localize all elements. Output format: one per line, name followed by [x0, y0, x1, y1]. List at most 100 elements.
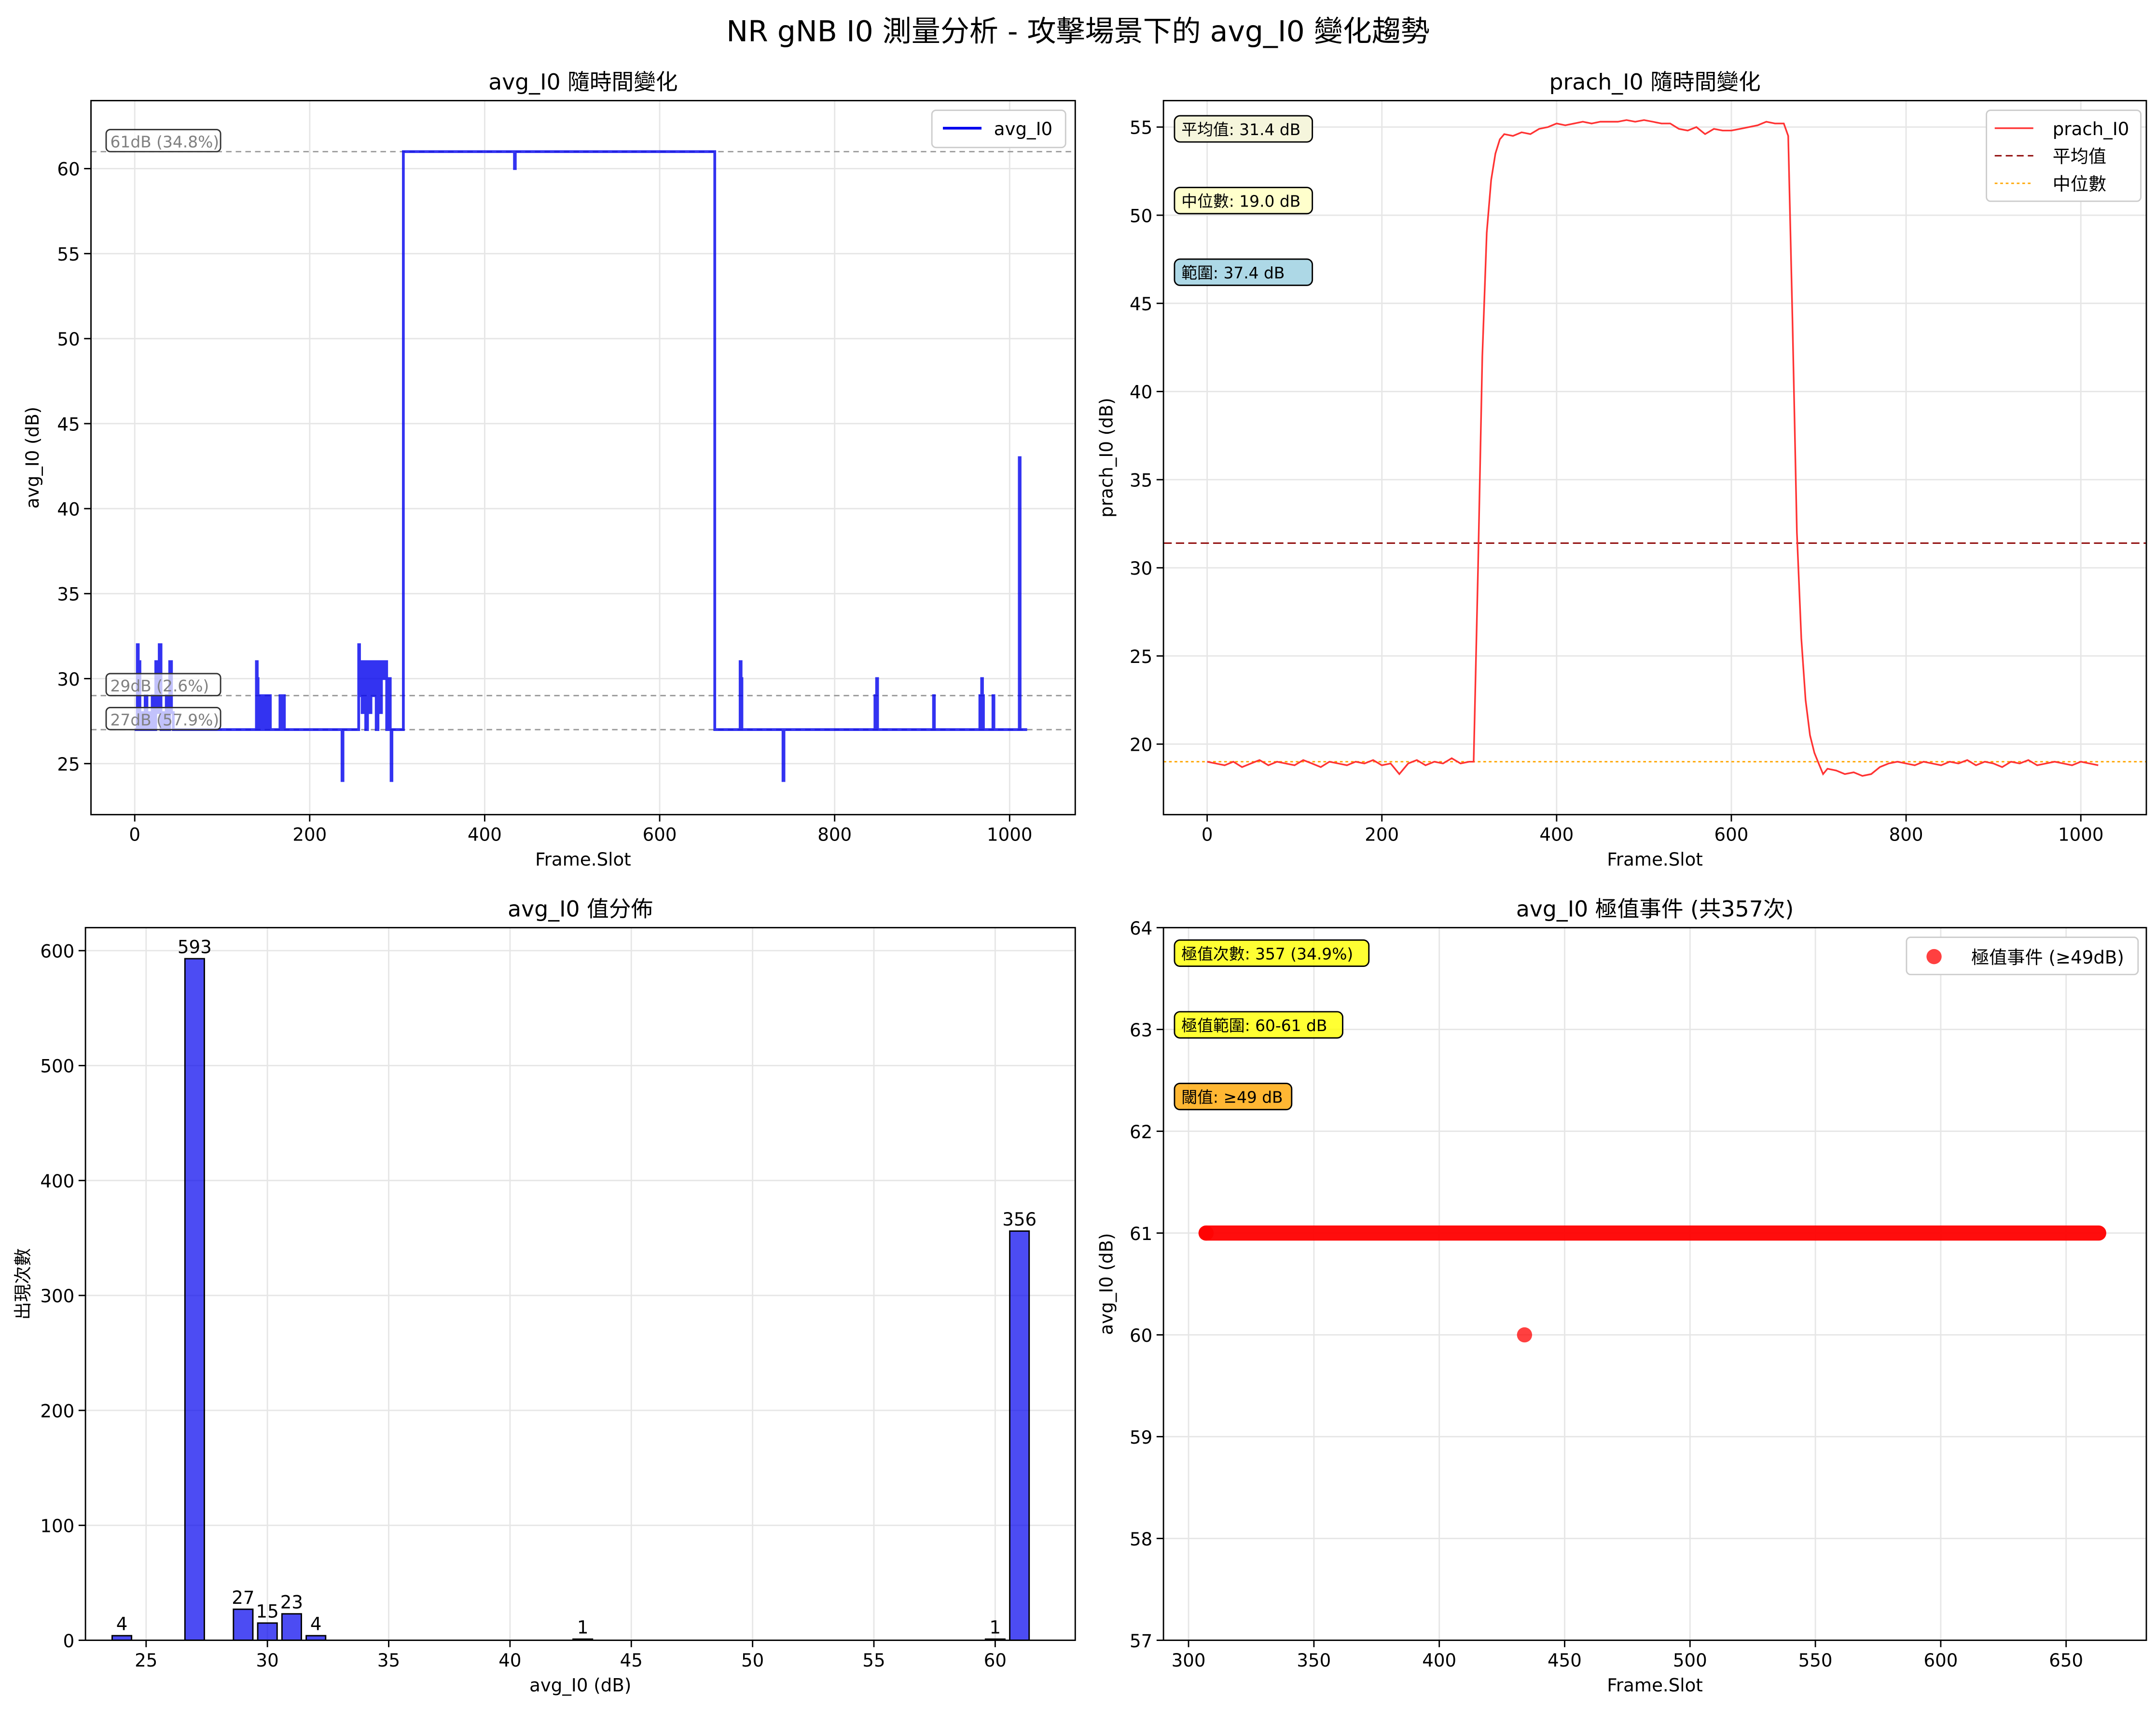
y-tick-label: 300	[40, 1286, 74, 1307]
legend-label: 極值事件 (≥49dB)	[1971, 947, 2124, 968]
x-tick-label: 550	[1798, 1650, 1833, 1671]
legend-label: 平均值	[2053, 146, 2106, 167]
bar-count-label: 1	[990, 1617, 1001, 1638]
reference-label-box	[105, 129, 221, 152]
series-line-avg-i0	[135, 150, 1027, 782]
x-tick-label: 1000	[987, 825, 1032, 845]
y-tick-label: 40	[1130, 382, 1152, 403]
x-tick-label: 800	[817, 825, 852, 845]
x-tick-label: 25	[135, 1650, 157, 1671]
x-tick-label: 300	[1172, 1650, 1206, 1671]
reference-label: 27dB (57.9%)	[111, 711, 220, 730]
legend-box	[931, 110, 1066, 149]
y-tick-label: 35	[57, 584, 80, 605]
y-tick-label: 60	[1130, 1325, 1152, 1346]
y-tick-label: 55	[57, 244, 80, 265]
plot-area	[85, 927, 1076, 1640]
stat-annotation-box	[1174, 1082, 1293, 1111]
panel-title: prach_I0 隨時間變化	[1549, 69, 1760, 95]
plot-area	[1163, 100, 2147, 815]
y-tick-label: 20	[1130, 734, 1152, 755]
reference-label-box	[105, 673, 221, 697]
panel-title: avg_I0 極值事件 (共357次)	[1516, 896, 1794, 922]
y-tick-label: 58	[1130, 1529, 1152, 1550]
stat-annotation-box	[1174, 1011, 1343, 1039]
y-axis-label: prach_I0 (dB)	[1096, 398, 1117, 517]
legend-label: 中位數	[2053, 174, 2106, 194]
histogram-bar	[1009, 1230, 1030, 1641]
panel-prach-i0-time: 0 200 400 600 800 1000 20 25 30 35 40 45 50 55 prach_I…	[1096, 69, 2147, 870]
legend-swatch	[1926, 949, 1942, 965]
x-axis-label: avg_I0 (dB)	[529, 1675, 631, 1695]
x-tick-label: 30	[256, 1650, 279, 1671]
bar-count-label: 356	[1002, 1209, 1037, 1230]
y-axis-label: avg_I0 (dB)	[22, 407, 43, 509]
x-tick-label: 200	[292, 825, 327, 845]
x-tick-label: 55	[862, 1650, 885, 1671]
y-tick-label: 25	[57, 754, 80, 775]
reference-label-box	[105, 707, 221, 730]
reference-label: 61dB (34.8%)	[111, 133, 220, 152]
y-tick-label: 63	[1130, 1020, 1152, 1041]
x-tick-label: 650	[2049, 1650, 2083, 1671]
x-axis-label: Frame.Slot	[1607, 849, 1703, 870]
x-tick-label: 600	[1714, 825, 1749, 845]
stat-annotation: 閾值: ≥49 dB	[1181, 1088, 1283, 1106]
legend-box	[1906, 937, 2139, 976]
x-tick-label: 350	[1297, 1650, 1331, 1671]
x-tick-label: 60	[984, 1650, 1007, 1671]
x-tick-label: 45	[620, 1650, 643, 1671]
bar-count-label: 1	[577, 1617, 589, 1638]
y-tick-label: 61	[1130, 1224, 1152, 1244]
y-axis-label: avg_I0 (dB)	[1096, 1233, 1117, 1335]
bar-count-label: 15	[256, 1601, 279, 1622]
y-tick-label: 59	[1130, 1427, 1152, 1448]
histogram-bar	[257, 1622, 278, 1641]
histogram-bar	[184, 958, 205, 1641]
stat-annotation: 極值次數: 357 (34.9%)	[1181, 945, 1353, 963]
bar-count-label: 4	[310, 1614, 322, 1635]
y-tick-label: 62	[1130, 1122, 1152, 1143]
x-tick-label: 400	[1539, 825, 1574, 845]
y-tick-label: 60	[57, 159, 80, 180]
y-tick-label: 200	[40, 1401, 74, 1421]
y-tick-label: 45	[1130, 294, 1152, 315]
x-tick-label: 500	[1673, 1650, 1707, 1671]
bar-count-label: 23	[280, 1592, 303, 1613]
x-axis-label: Frame.Slot	[535, 849, 631, 870]
axes-frame	[90, 100, 1076, 815]
bar-count-label: 27	[232, 1587, 254, 1608]
panel-avg-i0-time: 0 200 400 600 800 1000 25 30 35 40 45 50 55 60 avg_I0 …	[22, 69, 1076, 870]
y-tick-label: 600	[40, 941, 74, 962]
legend-label: avg_I0	[994, 119, 1052, 139]
x-tick-label: 50	[741, 1650, 764, 1671]
y-tick-label: 55	[1130, 118, 1152, 138]
y-tick-label: 50	[1130, 206, 1152, 226]
figure-suptitle: NR gNB I0 測量分析 - 攻擊場景下的 avg_I0 變化趨勢	[726, 15, 1430, 49]
x-tick-label: 40	[498, 1650, 521, 1671]
reference-label: 29dB (2.6%)	[111, 677, 209, 695]
x-tick-label: 800	[1889, 825, 1923, 845]
x-tick-label: 1000	[2058, 825, 2103, 845]
y-tick-label: 30	[1130, 558, 1152, 579]
panel-avg-i0-extreme-events: 300 350 400 450 500 550 600 650 57 58 59 60 61 62 63 64…	[1096, 896, 2147, 1695]
panel-avg-i0-histogram: 25 30 35 40 45 50 55 600100200300400500600avg_I…	[13, 896, 1076, 1695]
legend-box	[1986, 110, 2142, 202]
stat-annotation-box	[1174, 187, 1313, 215]
bar-count-label: 593	[178, 937, 212, 958]
legend-label: prach_I0	[2053, 119, 2129, 139]
axes-frame	[84, 927, 1076, 1641]
panel-title: avg_I0 值分佈	[508, 896, 653, 922]
y-tick-label: 400	[40, 1171, 74, 1192]
extreme-event-point	[1517, 1327, 1533, 1343]
bar-count-label: 4	[116, 1614, 128, 1635]
y-tick-label: 30	[57, 669, 80, 690]
x-tick-label: 35	[377, 1650, 400, 1671]
y-tick-label: 50	[57, 329, 80, 350]
stat-annotation: 極值範圍: 60-61 dB	[1181, 1017, 1327, 1035]
x-axis-label: Frame.Slot	[1607, 1675, 1703, 1695]
x-tick-label: 0	[129, 825, 140, 845]
y-tick-label: 25	[1130, 647, 1152, 667]
y-tick-label: 64	[1130, 918, 1152, 939]
